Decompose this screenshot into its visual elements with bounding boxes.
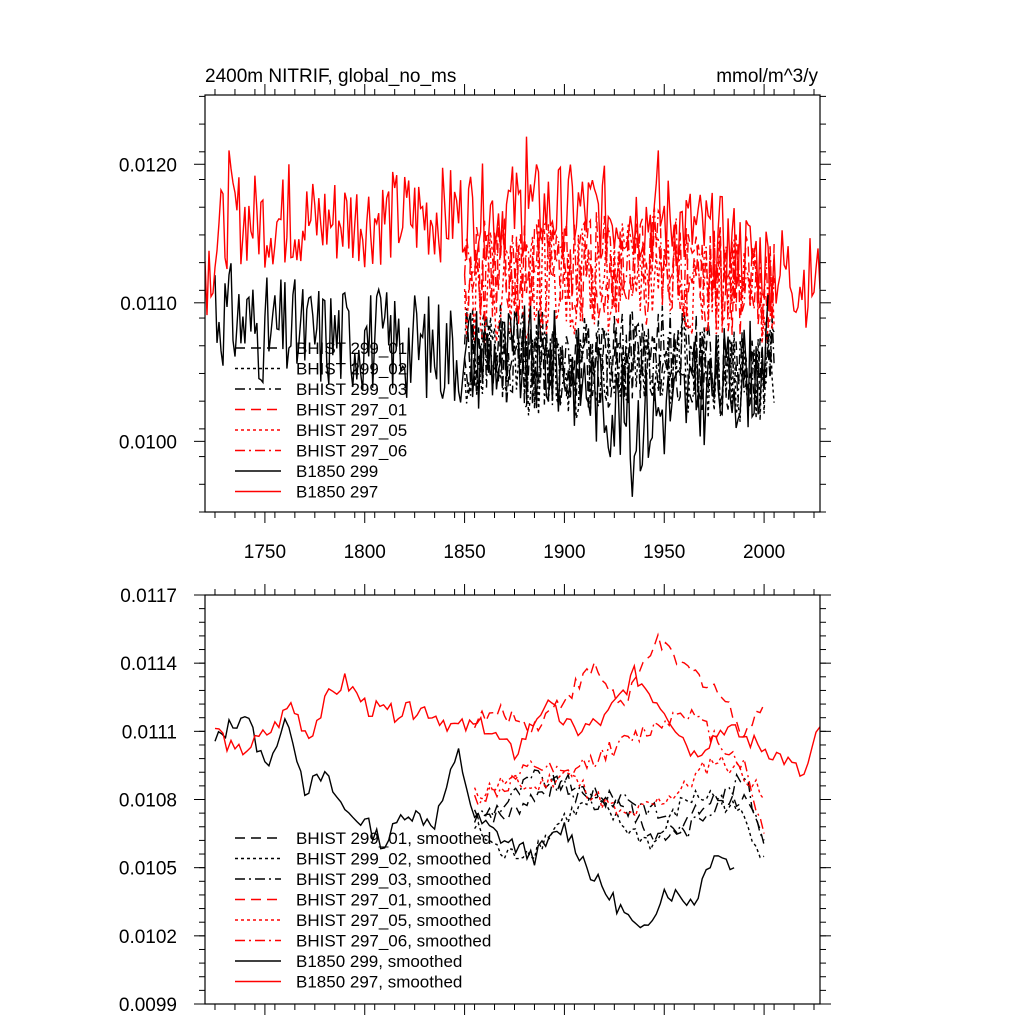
y-tick-label: 0.0102 bbox=[119, 927, 177, 948]
series-line bbox=[473, 772, 765, 846]
legend-label: B1850 299, smoothed bbox=[296, 952, 462, 971]
legend-label: BHIST 299_03 bbox=[296, 380, 407, 399]
series-line bbox=[473, 708, 765, 834]
series-line bbox=[205, 136, 820, 328]
bottom-plot-frame bbox=[204, 594, 821, 1005]
y-tick-label: 0.0114 bbox=[120, 654, 177, 675]
y-tick-label: 0.0111 bbox=[122, 722, 177, 743]
x-tick-label: 1850 bbox=[443, 542, 485, 563]
series-line bbox=[214, 663, 820, 778]
series-line bbox=[473, 754, 765, 818]
y-tick-label: 0.0110 bbox=[120, 294, 177, 315]
bottom-axes: 0.0099 0.0102 0.0105 0.0108 0.0111 0.0114 0.01… bbox=[119, 584, 831, 1016]
legend-label: BHIST 297_05, smoothed bbox=[296, 911, 491, 930]
legend-label: B1850 297, smoothed bbox=[296, 973, 462, 992]
legend-label: B1850 297 bbox=[296, 483, 378, 502]
series-line bbox=[214, 715, 735, 929]
legend-label: BHIST 297_06 bbox=[296, 442, 407, 461]
bottom-legend: BHIST 299_01, smoothed BHIST 299_02, smoo… bbox=[235, 829, 491, 992]
chart-bottom: 0.0099 0.0102 0.0105 0.0108 0.0111 0.0114 0.01… bbox=[119, 584, 831, 1016]
chart-title: 2400m NITRIF, global_no_ms bbox=[205, 66, 456, 87]
bottom-series-group bbox=[214, 632, 820, 929]
legend-label: BHIST 299_01, smoothed bbox=[296, 829, 491, 848]
series-line bbox=[473, 632, 765, 738]
y-tick-label: 0.0120 bbox=[119, 155, 177, 176]
legend-label: BHIST 299_03, smoothed bbox=[296, 870, 491, 889]
x-tick-label: 1750 bbox=[244, 542, 286, 563]
y-tick-label: 0.0105 bbox=[119, 859, 177, 880]
y-tick-label: 0.0099 bbox=[119, 995, 177, 1016]
series-line bbox=[214, 263, 769, 497]
x-tick-label: 1950 bbox=[643, 542, 685, 563]
y-tick-label: 0.0108 bbox=[119, 791, 177, 812]
y-tick-label: 0.0117 bbox=[120, 586, 177, 607]
legend-label: BHIST 297_05 bbox=[296, 421, 407, 440]
legend-label: BHIST 299_01 bbox=[296, 339, 407, 358]
legend-label: BHIST 299_02, smoothed bbox=[296, 850, 491, 869]
legend-label: B1850 299 bbox=[296, 462, 378, 481]
legend-label: BHIST 297_01, smoothed bbox=[296, 891, 491, 910]
top-plot-frame bbox=[204, 94, 821, 513]
top-series-group bbox=[205, 136, 820, 497]
series-line bbox=[473, 769, 765, 841]
y-tick-label: 0.0100 bbox=[119, 432, 177, 453]
chart-units: mmol/m^3/y bbox=[716, 66, 818, 87]
x-tick-label: 2000 bbox=[743, 542, 785, 563]
chart-top: 2400m NITRIF, global_no_ms mmol/m^3/y 17… bbox=[119, 66, 831, 563]
series-line bbox=[463, 217, 775, 336]
series-line bbox=[474, 788, 765, 860]
x-tick-label: 1900 bbox=[543, 542, 585, 563]
x-tick-label: 1800 bbox=[344, 542, 386, 563]
legend-label: BHIST 297_06, smoothed bbox=[296, 932, 491, 951]
legend-label: BHIST 297_01 bbox=[296, 401, 407, 420]
legend-label: BHIST 299_02 bbox=[296, 360, 407, 379]
top-axes: 1750 1800 1850 1900 1950 2000 0.0100 0.0110 0.01… bbox=[119, 84, 831, 563]
